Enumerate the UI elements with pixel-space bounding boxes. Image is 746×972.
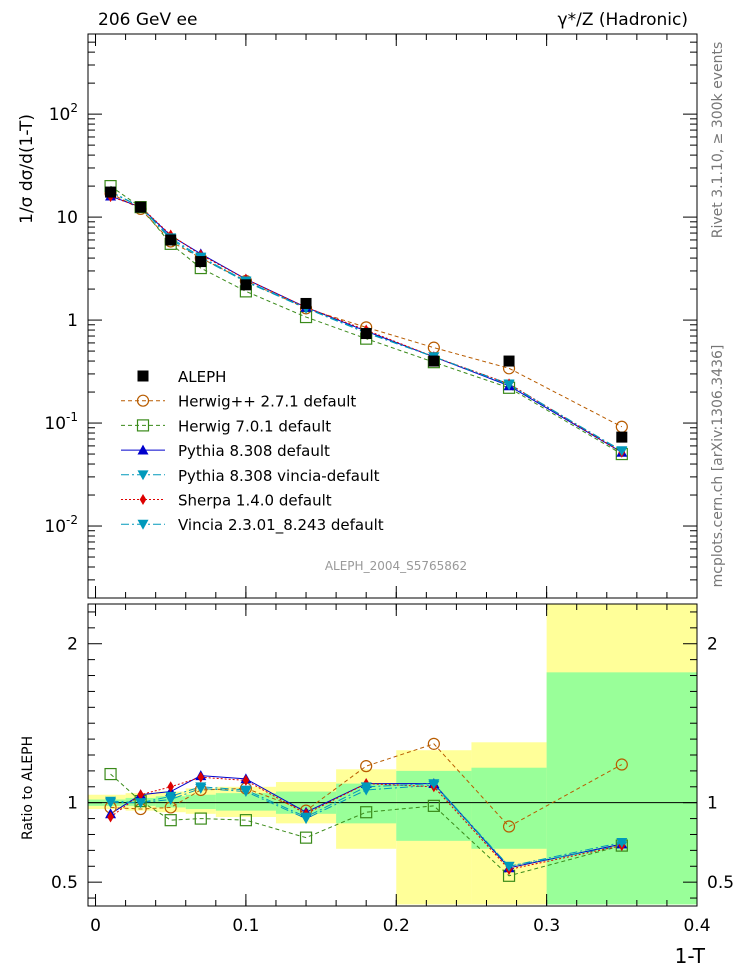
legend: ALEPH Herwig++ 2.7.1 default Herwig 7.0.1 … [121, 368, 384, 535]
legend-marker [137, 370, 149, 382]
ratio-y-tick-label: 1 [67, 794, 78, 814]
series-line [110, 196, 623, 453]
legend-marker [137, 444, 149, 455]
ratio-series-point [165, 791, 177, 802]
legend-marker [137, 519, 149, 530]
ratio-y-tick-label-right: 2 [707, 635, 718, 655]
uncertainty-band-inner [185, 794, 216, 810]
x-tick-label: 0.2 [383, 916, 410, 936]
ratio-series-point [164, 814, 177, 827]
main-plot-frame [87, 33, 698, 599]
ratio-series-point [427, 737, 440, 750]
uncertainty-band-inner [546, 672, 697, 905]
data-point [616, 431, 628, 443]
main-panel: 10-2 10-1 1 10 102 [44, 33, 698, 599]
data-point [240, 279, 252, 291]
x-tick-label: 0 [90, 916, 101, 936]
header-left: 206 GeV ee [98, 10, 197, 30]
ratio-series-point [104, 767, 117, 781]
data-point [165, 234, 177, 246]
legend-label: Pythia 8.308 default [178, 442, 330, 460]
ratio-series-point [137, 789, 144, 801]
series-point [616, 446, 628, 457]
legend-marker [136, 419, 150, 432]
ratio-y-tick-label-right: 0.5 [707, 873, 734, 893]
ratio-series-point [194, 812, 207, 825]
ratio-series-point [240, 785, 252, 796]
data-point [360, 328, 372, 340]
legend-label: Herwig 7.0.1 default [178, 417, 331, 435]
main-y-tick-label: 10-2 [44, 513, 78, 537]
ratio-series-point [105, 798, 117, 809]
ratio-series-point [360, 806, 373, 819]
header-right: γ*/Z (Hadronic) [558, 10, 688, 30]
ratio-series-point [503, 861, 515, 872]
legend-label: Herwig++ 2.7.1 default [178, 393, 356, 411]
rivet-version-label: Rivet 3.1.10, ≥ 300k events [710, 42, 726, 239]
legend-label: Pythia 8.308 vincia-default [178, 467, 380, 485]
ratio-series-point [502, 820, 516, 833]
data-point [503, 355, 515, 367]
ratio-series-line [110, 743, 623, 828]
ratio-series-point [167, 781, 175, 793]
ratio-series-point [107, 811, 114, 823]
x-axis-label: 1-T [675, 944, 706, 968]
main-y-tick-label: 10-1 [44, 410, 78, 434]
ratio-series-point [195, 782, 207, 793]
ratio-series-point [135, 798, 147, 809]
ratio-series-line [110, 773, 622, 877]
legend-label: Vincia 2.3.01_8.243 default [178, 516, 384, 535]
ratio-series-point [427, 799, 440, 812]
ratio-y-tick-label: 2 [67, 635, 78, 655]
ratio-y-tick-label-right: 1 [707, 794, 718, 814]
ratio-panel: 0.5 0.5 1 1 2 2 0 0.1 0.2 0.3 0.4 [51, 603, 734, 936]
data-point [195, 256, 207, 268]
ratio-series-point [299, 831, 313, 844]
ratio-series-point [615, 758, 628, 771]
ratio-y-tick-label: 0.5 [51, 873, 78, 893]
ratio-series-point [616, 838, 628, 848]
x-tick-label: 0.3 [533, 916, 560, 936]
main-y-axis-label: 1/σ dσ/d(1-T) [17, 114, 37, 224]
ratio-series-point [300, 812, 312, 823]
series-line [110, 190, 623, 452]
legend-marker [136, 394, 150, 407]
ratio-y-axis-label: Ratio to ALEPH [20, 736, 36, 840]
uncertainty-band-inner [215, 793, 276, 811]
series-line [110, 195, 623, 453]
ratio-series-line [110, 776, 622, 870]
legend-marker [139, 494, 147, 505]
analysis-watermark: ALEPH_2004_S5765862 [325, 559, 467, 573]
legend-label: ALEPH [178, 368, 226, 386]
legend-label: Sherpa 1.4.0 default [178, 492, 332, 510]
mcplots-source-label: mcplots.cern.ch [arXiv:1306.3436] [710, 345, 726, 588]
ratio-series-point [239, 814, 252, 827]
ratio-series-point [428, 779, 440, 790]
series-line [110, 185, 623, 455]
ratio-series-point [197, 771, 205, 783]
x-tick-label: 0.1 [232, 916, 259, 936]
ratio-series-point [242, 774, 250, 786]
main-y-tick-label: 102 [49, 101, 78, 125]
main-y-tick-label: 10 [56, 208, 78, 228]
data-point [300, 297, 312, 309]
main-y-tick-label: 1 [67, 311, 78, 331]
ratio-series-line [110, 775, 622, 869]
data-point [135, 201, 147, 213]
legend-marker [137, 470, 149, 481]
uncertainty-band-inner [471, 767, 547, 849]
data-point [105, 186, 117, 198]
series-point [503, 380, 515, 391]
ratio-series-point [360, 782, 372, 793]
x-tick-label: 0.4 [683, 916, 710, 936]
data-point [428, 355, 440, 367]
ratio-series-point [360, 760, 373, 773]
